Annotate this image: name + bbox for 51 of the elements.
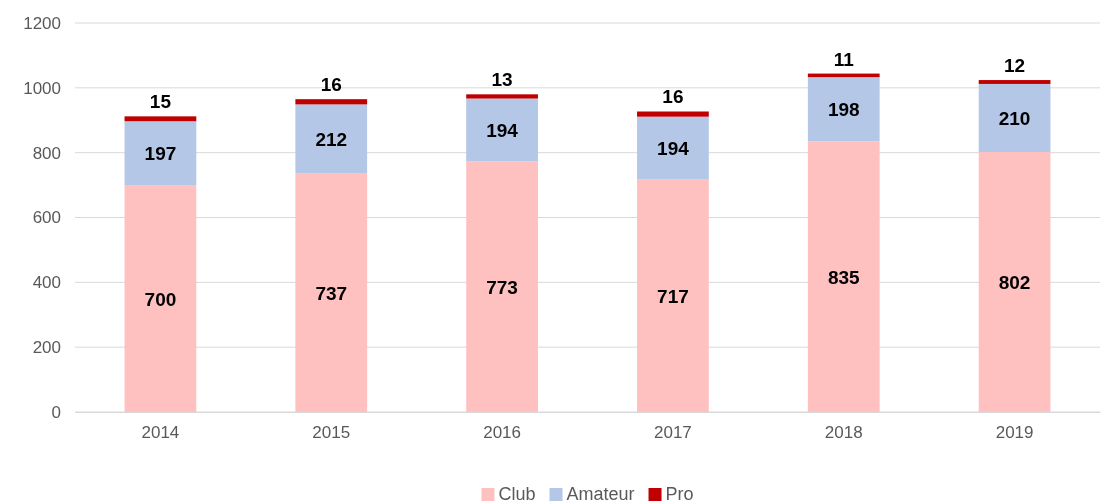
legend-label: Amateur xyxy=(566,484,635,504)
y-tick-label: 400 xyxy=(32,273,61,293)
bar xyxy=(466,94,538,99)
bar xyxy=(637,179,709,412)
x-tick-label: 2014 xyxy=(141,423,180,443)
x-tick-label: 2018 xyxy=(824,423,863,443)
bar xyxy=(978,83,1051,153)
data-label: 197 xyxy=(144,143,177,165)
data-label: 16 xyxy=(662,86,684,108)
bar xyxy=(637,116,709,180)
bar xyxy=(466,98,538,162)
data-label: 194 xyxy=(486,119,519,141)
bar xyxy=(295,173,368,412)
data-label: 15 xyxy=(149,91,172,113)
data-label: 11 xyxy=(833,48,855,70)
data-label: 835 xyxy=(827,266,861,288)
x-tick-label: 2017 xyxy=(654,423,692,443)
bar xyxy=(807,77,880,142)
y-tick-label: 1000 xyxy=(23,78,61,98)
y-tick-label: 200 xyxy=(32,338,61,358)
x-tick-label: 2015 xyxy=(312,423,351,443)
bar xyxy=(124,116,197,122)
legend-label: Pro xyxy=(665,484,694,504)
x-tick-label: 2016 xyxy=(483,423,521,443)
bar xyxy=(124,121,197,186)
data-label: 773 xyxy=(486,276,518,298)
data-label: 212 xyxy=(315,128,348,150)
data-label: 210 xyxy=(998,107,1031,129)
data-label: 700 xyxy=(144,288,177,310)
data-label: 717 xyxy=(657,285,689,307)
data-label: 16 xyxy=(320,74,342,96)
y-tick-label: 600 xyxy=(32,208,61,228)
bar xyxy=(637,111,709,117)
data-label: 198 xyxy=(827,99,860,121)
bar xyxy=(978,80,1051,84)
x-tick-label: 2019 xyxy=(995,423,1034,443)
data-label: 802 xyxy=(998,272,1031,294)
legend-label: Club xyxy=(498,484,536,504)
bar xyxy=(295,104,368,174)
y-tick-label: 800 xyxy=(32,143,61,163)
y-tick-label: 0 xyxy=(51,402,61,422)
bar xyxy=(807,141,880,412)
data-label: 737 xyxy=(315,282,348,304)
data-label: 12 xyxy=(1004,55,1026,77)
bar xyxy=(978,152,1051,412)
bar xyxy=(466,161,538,412)
y-tick-label: 1200 xyxy=(23,13,61,33)
bar xyxy=(124,185,197,412)
data-label: 13 xyxy=(491,69,513,91)
data-label: 194 xyxy=(657,138,690,160)
bar xyxy=(295,99,368,105)
